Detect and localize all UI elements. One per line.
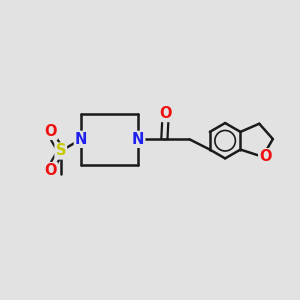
Text: O: O: [44, 163, 57, 178]
Text: O: O: [159, 106, 172, 121]
Text: O: O: [259, 149, 272, 164]
Text: O: O: [44, 124, 57, 139]
Text: N: N: [75, 132, 87, 147]
Text: S: S: [56, 143, 66, 158]
Text: N: N: [132, 132, 144, 147]
